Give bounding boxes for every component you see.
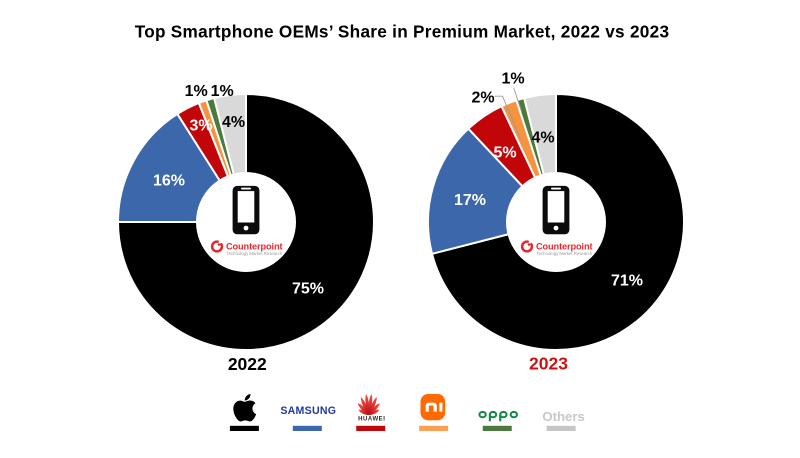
svg-text:4%: 4% xyxy=(222,114,245,131)
svg-text:4%: 4% xyxy=(531,130,554,147)
svg-text:HUAWEI: HUAWEI xyxy=(358,416,385,422)
svg-text:1%: 1% xyxy=(185,83,208,100)
svg-text:Counterpoint: Counterpoint xyxy=(226,241,283,251)
svg-text:SAMSUNG: SAMSUNG xyxy=(280,405,336,417)
svg-text:5%: 5% xyxy=(493,144,516,161)
svg-text:17%: 17% xyxy=(454,192,486,209)
svg-text:16%: 16% xyxy=(153,173,185,190)
svg-text:71%: 71% xyxy=(611,273,643,290)
svg-text:2023: 2023 xyxy=(529,354,568,374)
svg-text:Technology Market Research: Technology Market Research xyxy=(537,251,593,256)
svg-text:Technology Market Research: Technology Market Research xyxy=(227,251,283,256)
svg-text:1%: 1% xyxy=(211,83,234,100)
svg-text:1%: 1% xyxy=(501,71,524,88)
svg-text:75%: 75% xyxy=(292,281,324,298)
svg-text:2%: 2% xyxy=(471,90,494,107)
svg-text:2022: 2022 xyxy=(228,354,267,374)
svg-text:Others: Others xyxy=(542,409,585,424)
svg-text:Counterpoint: Counterpoint xyxy=(536,241,593,251)
svg-text:Top Smartphone OEMs’ Share in: Top Smartphone OEMs’ Share in Premium Ma… xyxy=(135,22,670,42)
svg-text:3%: 3% xyxy=(189,118,212,135)
